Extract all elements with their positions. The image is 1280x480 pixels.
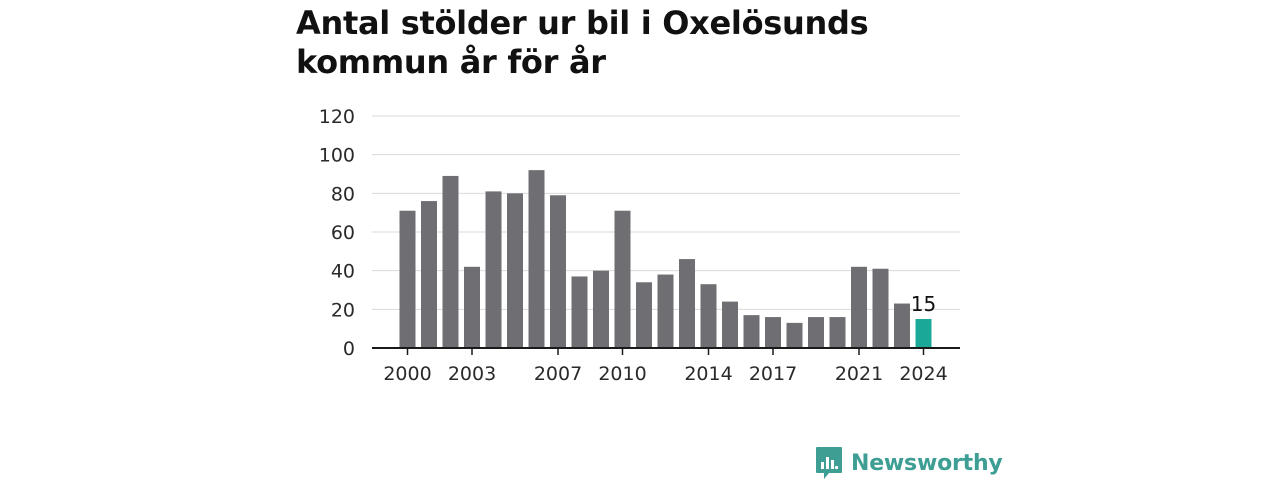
chart-title: Antal stölder ur bil i Oxelösunds kommun… [296, 4, 936, 82]
brand-name: Newsworthy [851, 450, 1003, 476]
newsworthy-logo-icon [816, 447, 842, 479]
bar [894, 303, 910, 348]
bar [464, 266, 480, 348]
x-tick-label: 2000 [383, 363, 431, 385]
bar [808, 317, 824, 348]
bar [636, 282, 652, 348]
bar [679, 259, 695, 348]
bar [722, 301, 738, 348]
x-tick-label: 2003 [448, 363, 496, 385]
x-tick-label: 2010 [598, 363, 646, 385]
newsworthy-logo: Newsworthy [815, 446, 1003, 480]
bar [743, 315, 760, 348]
y-tick-label: 100 [319, 145, 355, 167]
y-tick-label: 60 [331, 222, 355, 244]
bar [421, 201, 437, 348]
x-tick-label: 2024 [899, 363, 947, 385]
y-tick-label: 20 [331, 299, 355, 321]
y-tick-label: 0 [343, 338, 355, 360]
bar [593, 270, 609, 348]
bar [485, 191, 502, 348]
bar [915, 319, 932, 348]
bar [614, 210, 631, 348]
y-tick-label: 40 [331, 261, 355, 283]
title-line-2: kommun år för år [296, 43, 606, 81]
data-label: 15 [911, 292, 936, 316]
bar [657, 274, 674, 348]
y-tick-label: 120 [319, 106, 355, 128]
x-tick-label: 2014 [684, 363, 732, 385]
bar [872, 268, 889, 348]
bar [528, 170, 545, 348]
bar [851, 266, 867, 348]
bar [550, 195, 566, 348]
bar [571, 276, 588, 348]
bar [786, 322, 803, 348]
y-tick-label: 80 [331, 183, 355, 205]
x-tick-label: 2017 [749, 363, 797, 385]
x-tick-label: 2007 [534, 363, 582, 385]
x-tick-label: 2021 [835, 363, 883, 385]
bar [442, 175, 459, 348]
bar [399, 210, 416, 348]
bar [507, 193, 523, 348]
bar [765, 317, 781, 348]
bar [700, 284, 717, 348]
bar [829, 317, 846, 348]
title-line-1: Antal stölder ur bil i Oxelösunds [296, 4, 869, 42]
